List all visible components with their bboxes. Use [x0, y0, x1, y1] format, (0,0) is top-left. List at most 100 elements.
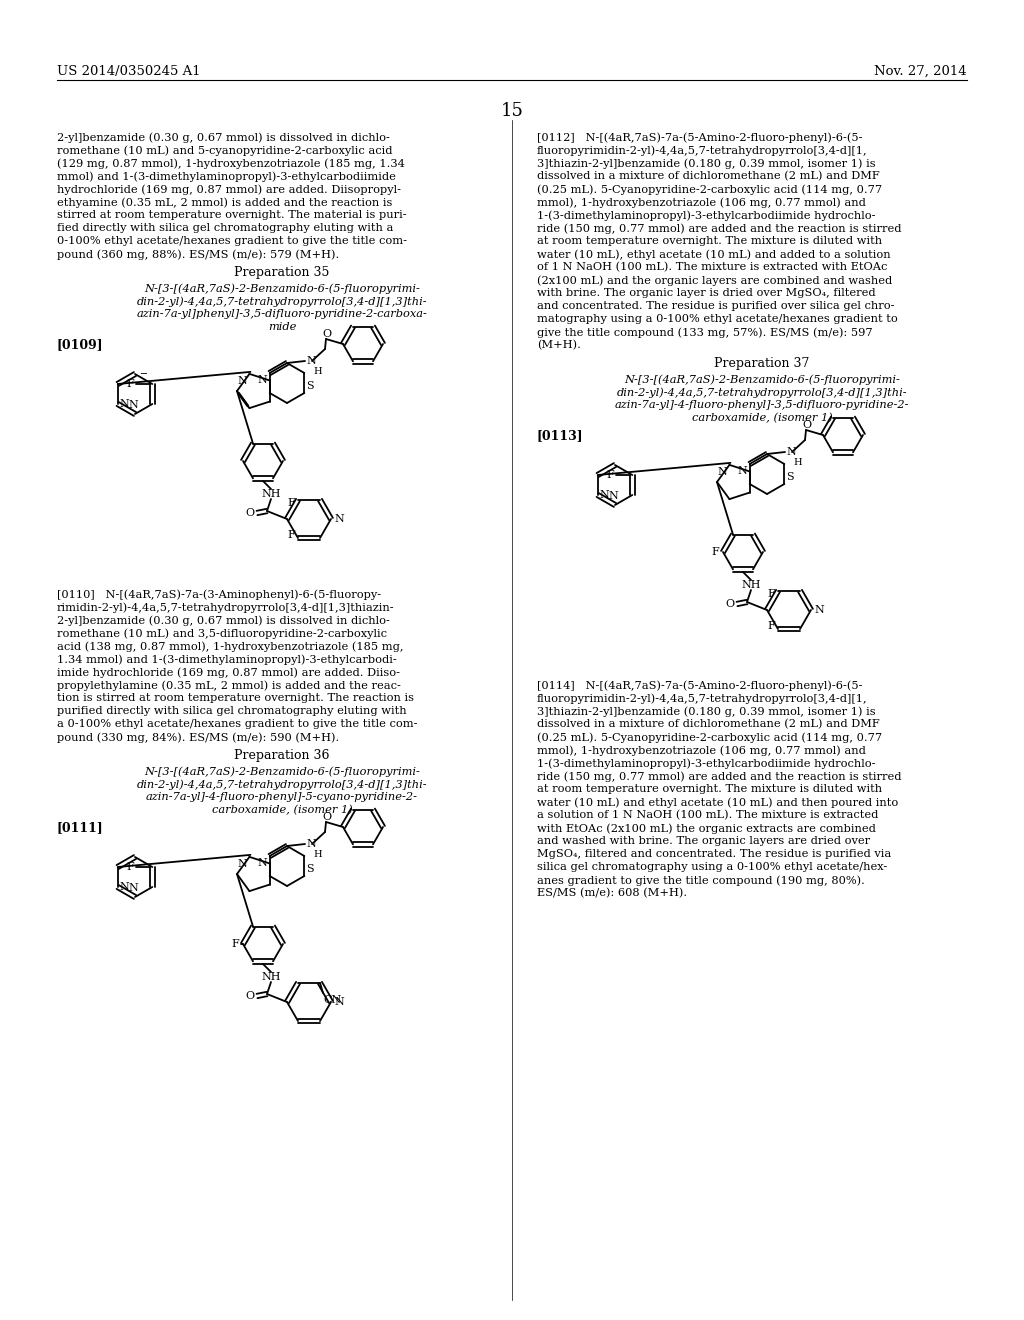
Text: N: N — [238, 376, 248, 385]
Text: matography using a 0-100% ethyl acetate/hexanes gradient to: matography using a 0-100% ethyl acetate/… — [537, 314, 898, 323]
Text: give the title compound (133 mg, 57%). ES/MS (m/e): 597: give the title compound (133 mg, 57%). E… — [537, 327, 872, 338]
Text: and concentrated. The residue is purified over silica gel chro-: and concentrated. The residue is purifie… — [537, 301, 895, 312]
Text: (2x100 mL) and the organic layers are combined and washed: (2x100 mL) and the organic layers are co… — [537, 275, 892, 285]
Text: pound (360 mg, 88%). ES/MS (m/e): 579 (M+H).: pound (360 mg, 88%). ES/MS (m/e): 579 (M… — [57, 249, 339, 260]
Text: F: F — [127, 862, 134, 873]
Text: propylethylamine (0.35 mL, 2 mmol) is added and the reac-: propylethylamine (0.35 mL, 2 mmol) is ad… — [57, 680, 400, 690]
Text: F: F — [127, 379, 134, 389]
Text: carboxamide, (isomer 1): carboxamide, (isomer 1) — [212, 805, 352, 816]
Text: MgSO₄, filtered and concentrated. The residue is purified via: MgSO₄, filtered and concentrated. The re… — [537, 849, 891, 859]
Text: F: F — [767, 620, 775, 631]
Text: (M+H).: (M+H). — [537, 341, 581, 350]
Text: dissolved in a mixture of dichloromethane (2 mL) and DMF: dissolved in a mixture of dichloromethan… — [537, 719, 880, 730]
Text: N-[3-[(4aR,7aS)-2-Benzamido-6-(5-fluoropyrimi-: N-[3-[(4aR,7aS)-2-Benzamido-6-(5-fluorop… — [624, 374, 900, 384]
Text: ride (150 mg, 0.77 mmol) are added and the reaction is stirred: ride (150 mg, 0.77 mmol) are added and t… — [537, 223, 901, 234]
Text: ES/MS (m/e): 608 (M+H).: ES/MS (m/e): 608 (M+H). — [537, 888, 687, 899]
Text: F: F — [712, 546, 719, 557]
Text: ride (150 mg, 0.77 mmol) are added and the reaction is stirred: ride (150 mg, 0.77 mmol) are added and t… — [537, 771, 901, 781]
Text: ethyamine (0.35 mL, 2 mmol) is added and the reaction is: ethyamine (0.35 mL, 2 mmol) is added and… — [57, 197, 392, 207]
Text: stirred at room temperature overnight. The material is puri-: stirred at room temperature overnight. T… — [57, 210, 407, 220]
Text: a solution of 1 N NaOH (100 mL). The mixture is extracted: a solution of 1 N NaOH (100 mL). The mix… — [537, 810, 879, 820]
Text: imide hydrochloride (169 mg, 0.87 mmol) are added. Diiso-: imide hydrochloride (169 mg, 0.87 mmol) … — [57, 667, 400, 677]
Text: of 1 N NaOH (100 mL). The mixture is extracted with EtOAc: of 1 N NaOH (100 mL). The mixture is ext… — [537, 261, 888, 272]
Text: 1-(3-dimethylaminopropyl)-3-ethylcarbodiimide hydrochlo-: 1-(3-dimethylaminopropyl)-3-ethylcarbodi… — [537, 758, 876, 768]
Text: S: S — [306, 865, 314, 874]
Text: water (10 mL) and ethyl acetate (10 mL) and then poured into: water (10 mL) and ethyl acetate (10 mL) … — [537, 797, 898, 808]
Text: N: N — [258, 858, 267, 869]
Text: silica gel chromatography using a 0-100% ethyl acetate/hex-: silica gel chromatography using a 0-100%… — [537, 862, 887, 873]
Text: S: S — [786, 473, 794, 482]
Text: 3]thiazin-2-yl]benzamide (0.180 g, 0.39 mmol, isomer 1) is: 3]thiazin-2-yl]benzamide (0.180 g, 0.39 … — [537, 158, 876, 169]
Text: mmol) and 1-(3-dimethylaminopropyl)-3-ethylcarbodiimide: mmol) and 1-(3-dimethylaminopropyl)-3-et… — [57, 172, 396, 182]
Text: N-[3-[(4aR,7aS)-2-Benzamido-6-(5-fluoropyrimi-: N-[3-[(4aR,7aS)-2-Benzamido-6-(5-fluorop… — [144, 766, 420, 776]
Text: Preparation 35: Preparation 35 — [234, 267, 330, 279]
Text: din-2-yl)-4,4a,5,7-tetrahydropyrrolo[3,4-d][1,3]thi-: din-2-yl)-4,4a,5,7-tetrahydropyrrolo[3,4… — [136, 779, 427, 789]
Text: at room temperature overnight. The mixture is diluted with: at room temperature overnight. The mixtu… — [537, 236, 882, 246]
Text: 2-yl]benzamide (0.30 g, 0.67 mmol) is dissolved in dichlo-: 2-yl]benzamide (0.30 g, 0.67 mmol) is di… — [57, 132, 390, 143]
Text: anes gradient to give the title compound (190 mg, 80%).: anes gradient to give the title compound… — [537, 875, 865, 886]
Text: N: N — [238, 859, 248, 869]
Text: [0110]   N-[(4aR,7aS)-7a-(3-Aminophenyl)-6-(5-fluoropy-: [0110] N-[(4aR,7aS)-7a-(3-Aminophenyl)-6… — [57, 589, 381, 599]
Text: N: N — [128, 883, 138, 894]
Text: din-2-yl)-4,4a,5,7-tetrahydropyrrolo[3,4-d][1,3]thi-: din-2-yl)-4,4a,5,7-tetrahydropyrrolo[3,4… — [616, 387, 907, 397]
Text: N: N — [258, 375, 267, 385]
Text: tion is stirred at room temperature overnight. The reaction is: tion is stirred at room temperature over… — [57, 693, 414, 704]
Text: [0113]: [0113] — [537, 429, 584, 442]
Text: N: N — [718, 467, 727, 477]
Text: romethane (10 mL) and 5-cyanopyridine-2-carboxylic acid: romethane (10 mL) and 5-cyanopyridine-2-… — [57, 145, 392, 156]
Text: N: N — [120, 882, 129, 892]
Text: [0114]   N-[(4aR,7aS)-7a-(5-Amino-2-fluoro-phenyl)-6-(5-: [0114] N-[(4aR,7aS)-7a-(5-Amino-2-fluoro… — [537, 680, 862, 690]
Text: azin-7a-yl]-4-fluoro-phenyl]-3,5-difluoro-pyridine-2-: azin-7a-yl]-4-fluoro-phenyl]-3,5-difluor… — [614, 400, 909, 411]
Text: O: O — [246, 991, 255, 1001]
Text: 1-(3-dimethylaminopropyl)-3-ethylcarbodiimide hydrochlo-: 1-(3-dimethylaminopropyl)-3-ethylcarbodi… — [537, 210, 876, 220]
Text: H: H — [793, 458, 802, 467]
Text: carboxamide, (isomer 1): carboxamide, (isomer 1) — [691, 413, 833, 424]
Text: NH: NH — [261, 488, 281, 499]
Text: pound (330 mg, 84%). ES/MS (m/e): 590 (M+H).: pound (330 mg, 84%). ES/MS (m/e): 590 (M… — [57, 733, 339, 743]
Text: fluoropyrimidin-2-yl)-4,4a,5,7-tetrahydropyrrolo[3,4-d][1,: fluoropyrimidin-2-yl)-4,4a,5,7-tetrahydr… — [537, 693, 867, 704]
Text: and washed with brine. The organic layers are dried over: and washed with brine. The organic layer… — [537, 836, 870, 846]
Text: N-[3-[(4aR,7aS)-2-Benzamido-6-(5-fluoropyrimi-: N-[3-[(4aR,7aS)-2-Benzamido-6-(5-fluorop… — [144, 282, 420, 293]
Text: F: F — [288, 531, 295, 540]
Text: mmol), 1-hydroxybenzotriazole (106 mg, 0.77 mmol) and: mmol), 1-hydroxybenzotriazole (106 mg, 0… — [537, 744, 866, 755]
Text: F: F — [231, 939, 239, 949]
Text: fied directly with silica gel chromatography eluting with a: fied directly with silica gel chromatogr… — [57, 223, 393, 234]
Text: N: N — [814, 605, 823, 615]
Text: F: F — [606, 470, 614, 480]
Text: F: F — [288, 498, 295, 508]
Text: Preparation 36: Preparation 36 — [234, 748, 330, 762]
Text: with brine. The organic layer is dried over MgSO₄, filtered: with brine. The organic layer is dried o… — [537, 288, 876, 298]
Text: (0.25 mL). 5-Cyanopyridine-2-carboxylic acid (114 mg, 0.77: (0.25 mL). 5-Cyanopyridine-2-carboxylic … — [537, 733, 882, 743]
Text: H: H — [313, 367, 322, 376]
Text: romethane (10 mL) and 3,5-difluoropyridine-2-carboxylic: romethane (10 mL) and 3,5-difluoropyridi… — [57, 628, 387, 639]
Text: [0111]: [0111] — [57, 821, 103, 834]
Text: N: N — [120, 399, 129, 409]
Text: O: O — [246, 508, 255, 517]
Text: (0.25 mL). 5-Cyanopyridine-2-carboxylic acid (114 mg, 0.77: (0.25 mL). 5-Cyanopyridine-2-carboxylic … — [537, 183, 882, 194]
Text: H: H — [313, 850, 322, 859]
Text: N: N — [608, 491, 617, 502]
Text: NH: NH — [741, 579, 761, 590]
Text: mmol), 1-hydroxybenzotriazole (106 mg, 0.77 mmol) and: mmol), 1-hydroxybenzotriazole (106 mg, 0… — [537, 197, 866, 207]
Text: 3]thiazin-2-yl]benzamide (0.180 g, 0.39 mmol, isomer 1) is: 3]thiazin-2-yl]benzamide (0.180 g, 0.39 … — [537, 706, 876, 717]
Text: fluoropyrimidin-2-yl)-4,4a,5,7-tetrahydropyrrolo[3,4-d][1,: fluoropyrimidin-2-yl)-4,4a,5,7-tetrahydr… — [537, 145, 867, 156]
Text: water (10 mL), ethyl acetate (10 mL) and added to a solution: water (10 mL), ethyl acetate (10 mL) and… — [537, 249, 891, 260]
Text: N: N — [334, 513, 344, 524]
Text: US 2014/0350245 A1: US 2014/0350245 A1 — [57, 65, 201, 78]
Text: azin-7a-yl]phenyl]-3,5-difluoro-pyridine-2-carboxa-: azin-7a-yl]phenyl]-3,5-difluoro-pyridine… — [136, 309, 427, 319]
Text: dissolved in a mixture of dichloromethane (2 mL) and DMF: dissolved in a mixture of dichloromethan… — [537, 172, 880, 181]
Text: CN: CN — [323, 995, 341, 1005]
Text: N: N — [786, 447, 796, 457]
Text: ─: ─ — [140, 371, 146, 380]
Text: din-2-yl)-4,4a,5,7-tetrahydropyrrolo[3,4-d][1,3]thi-: din-2-yl)-4,4a,5,7-tetrahydropyrrolo[3,4… — [136, 296, 427, 306]
Text: F: F — [767, 589, 775, 599]
Text: 15: 15 — [501, 102, 523, 120]
Text: O: O — [323, 329, 332, 339]
Text: O: O — [803, 420, 812, 430]
Text: N: N — [306, 840, 315, 849]
Text: Preparation 37: Preparation 37 — [715, 356, 810, 370]
Text: Nov. 27, 2014: Nov. 27, 2014 — [874, 65, 967, 78]
Text: [0109]: [0109] — [57, 338, 103, 351]
Text: at room temperature overnight. The mixture is diluted with: at room temperature overnight. The mixtu… — [537, 784, 882, 795]
Text: NH: NH — [261, 972, 281, 982]
